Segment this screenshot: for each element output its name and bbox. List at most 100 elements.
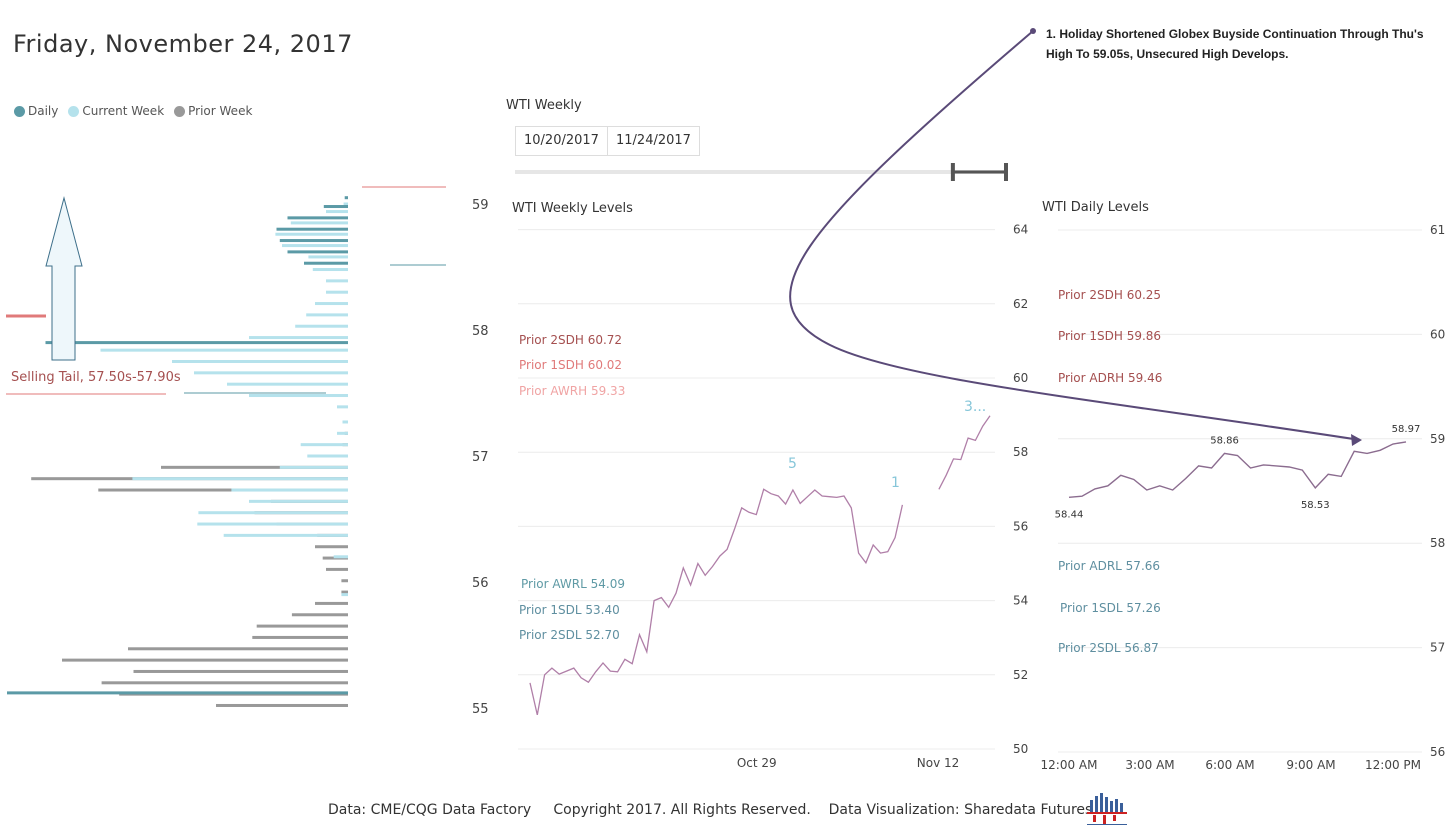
volume-bar: [100, 348, 348, 352]
end-date-input[interactable]: 11/24/2017: [607, 126, 700, 156]
volume-bar: [337, 431, 348, 435]
daily-chart-title: WTI Daily Levels: [1042, 200, 1149, 215]
volume-bar: [252, 635, 348, 639]
daily-x-tick: 12:00 PM: [1365, 758, 1421, 772]
daily-y-tick: 58: [1430, 536, 1445, 550]
slider-handle-start[interactable]: [950, 163, 955, 181]
daily-price-line: [1068, 441, 1407, 498]
daily-y-tick: 56: [1430, 745, 1445, 759]
daily-level-label: Prior ADRH 59.46: [1058, 371, 1162, 385]
volume-bar: [337, 405, 348, 409]
footer-credits: Data: CME/CQG Data Factory Copyright 201…: [328, 802, 1093, 818]
volume-bar: [323, 205, 348, 209]
volume-bar: [227, 382, 348, 386]
volume-bar: [279, 465, 348, 469]
weekly-level-label: Prior AWRH 59.33: [519, 384, 625, 398]
volume-bar: [295, 324, 348, 328]
daily-x-tick: 9:00 AM: [1286, 758, 1335, 772]
weekly-y-tick: 56: [1013, 519, 1028, 533]
volume-bar: [341, 593, 348, 597]
volume-bar: [282, 244, 348, 248]
volume-bar: [101, 681, 348, 685]
volume-bar: [249, 394, 348, 398]
weekly-level-label: Prior AWRL 54.09: [521, 577, 625, 591]
volume-bar: [7, 691, 348, 695]
volume-bar: [256, 624, 348, 628]
volume-bar: [132, 477, 348, 481]
daily-y-tick: 57: [1430, 641, 1445, 655]
legend-label: Prior Week: [188, 104, 253, 118]
weekly-marker: 5: [788, 456, 797, 472]
slider-track: [515, 170, 1007, 174]
volume-bar: [231, 488, 348, 492]
volume-bar: [304, 261, 348, 265]
volume-bar: [98, 488, 348, 492]
volume-bar: [287, 250, 348, 254]
volume-price-tick: 59: [472, 198, 489, 213]
weekly-x-tick: Oct 29: [737, 756, 777, 770]
daily-level-label: Prior 2SDL 56.87: [1058, 641, 1159, 655]
daily-level-label: Prior 2SDH 60.25: [1058, 288, 1161, 302]
weekly-y-tick: 50: [1013, 742, 1028, 756]
weekly-y-tick: 60: [1013, 371, 1028, 385]
daily-data-label: 58.97: [1392, 424, 1421, 435]
volume-bar: [315, 545, 348, 549]
weekly-x-tick: Nov 12: [917, 756, 960, 770]
daily-level-label: Prior 1SDH 59.86: [1058, 329, 1161, 343]
volume-bar: [333, 555, 348, 559]
annotation-text: 1. Holiday Shortened Globex Buyside Cont…: [1046, 27, 1424, 61]
weekly-level-label: Prior 1SDL 53.40: [519, 603, 620, 617]
volume-bar: [344, 196, 348, 200]
page-title: Friday, November 24, 2017: [13, 30, 353, 58]
volume-bar: [198, 511, 348, 515]
volume-price-tick: 57: [472, 450, 489, 465]
volume-bar: [326, 279, 348, 283]
volume-bar: [223, 533, 348, 537]
sharedata-logo: [1087, 793, 1127, 825]
volume-bar: [249, 499, 348, 503]
weekly-y-tick: 58: [1013, 445, 1028, 459]
volume-bar: [315, 601, 348, 605]
weekly-y-tick: 64: [1013, 223, 1028, 237]
volume-bar: [343, 202, 348, 206]
weekly-y-tick: 54: [1013, 594, 1028, 608]
daily-y-tick: 61: [1430, 223, 1445, 237]
selling-tail-label: Selling Tail, 57.50s-57.90s: [11, 370, 181, 385]
daily-level-label: Prior ADRL 57.66: [1058, 559, 1160, 573]
volume-profile-chart: [7, 196, 348, 707]
up-arrow-icon: [45, 196, 83, 361]
volume-bar: [197, 522, 348, 526]
daily-data-label: 58.44: [1055, 509, 1084, 520]
volume-bar: [279, 239, 348, 243]
weekly-marker: 1: [891, 475, 900, 491]
weekly-level-label: Prior 2SDL 52.70: [519, 628, 620, 642]
volume-bar: [133, 669, 348, 673]
legend-item-daily[interactable]: Daily: [14, 104, 58, 118]
legend-item-prior-week[interactable]: Prior Week: [174, 104, 252, 118]
date-range-slider[interactable]: [515, 163, 1008, 181]
volume-bar: [308, 255, 348, 259]
volume-bar: [276, 227, 348, 231]
daily-x-tick: 6:00 AM: [1205, 758, 1254, 772]
start-date-input[interactable]: 10/20/2017: [515, 126, 608, 156]
volume-bar: [341, 590, 348, 594]
volume-bar: [306, 313, 348, 317]
volume-bar: [341, 579, 348, 583]
volume-bar: [326, 210, 348, 214]
volume-bar: [172, 360, 348, 363]
volume-bar: [315, 302, 348, 306]
legend-item-current-week[interactable]: Current Week: [68, 104, 164, 118]
volume-bar: [216, 703, 348, 707]
weekly-price-line: [529, 415, 991, 716]
daily-data-label: 58.53: [1301, 500, 1330, 511]
weekly-levels-chart: 50 52 54 56 58 60 62 64 Oct 29 Nov 12 Prior 2SDH 6…: [518, 223, 1028, 770]
annotation-anchor: [1030, 28, 1036, 34]
volume-bar: [312, 268, 348, 272]
volume-bar: [287, 216, 348, 220]
slider-handle-end[interactable]: [1004, 163, 1008, 181]
volume-price-tick: 58: [472, 324, 489, 339]
daily-data-label: 58.86: [1210, 435, 1239, 446]
volume-bar: [326, 567, 348, 571]
daily-levels-chart: 56 57 58 59 60 61 12:00 AM 3:00 AM 6:00 AM 9:00 A…: [1041, 223, 1446, 772]
